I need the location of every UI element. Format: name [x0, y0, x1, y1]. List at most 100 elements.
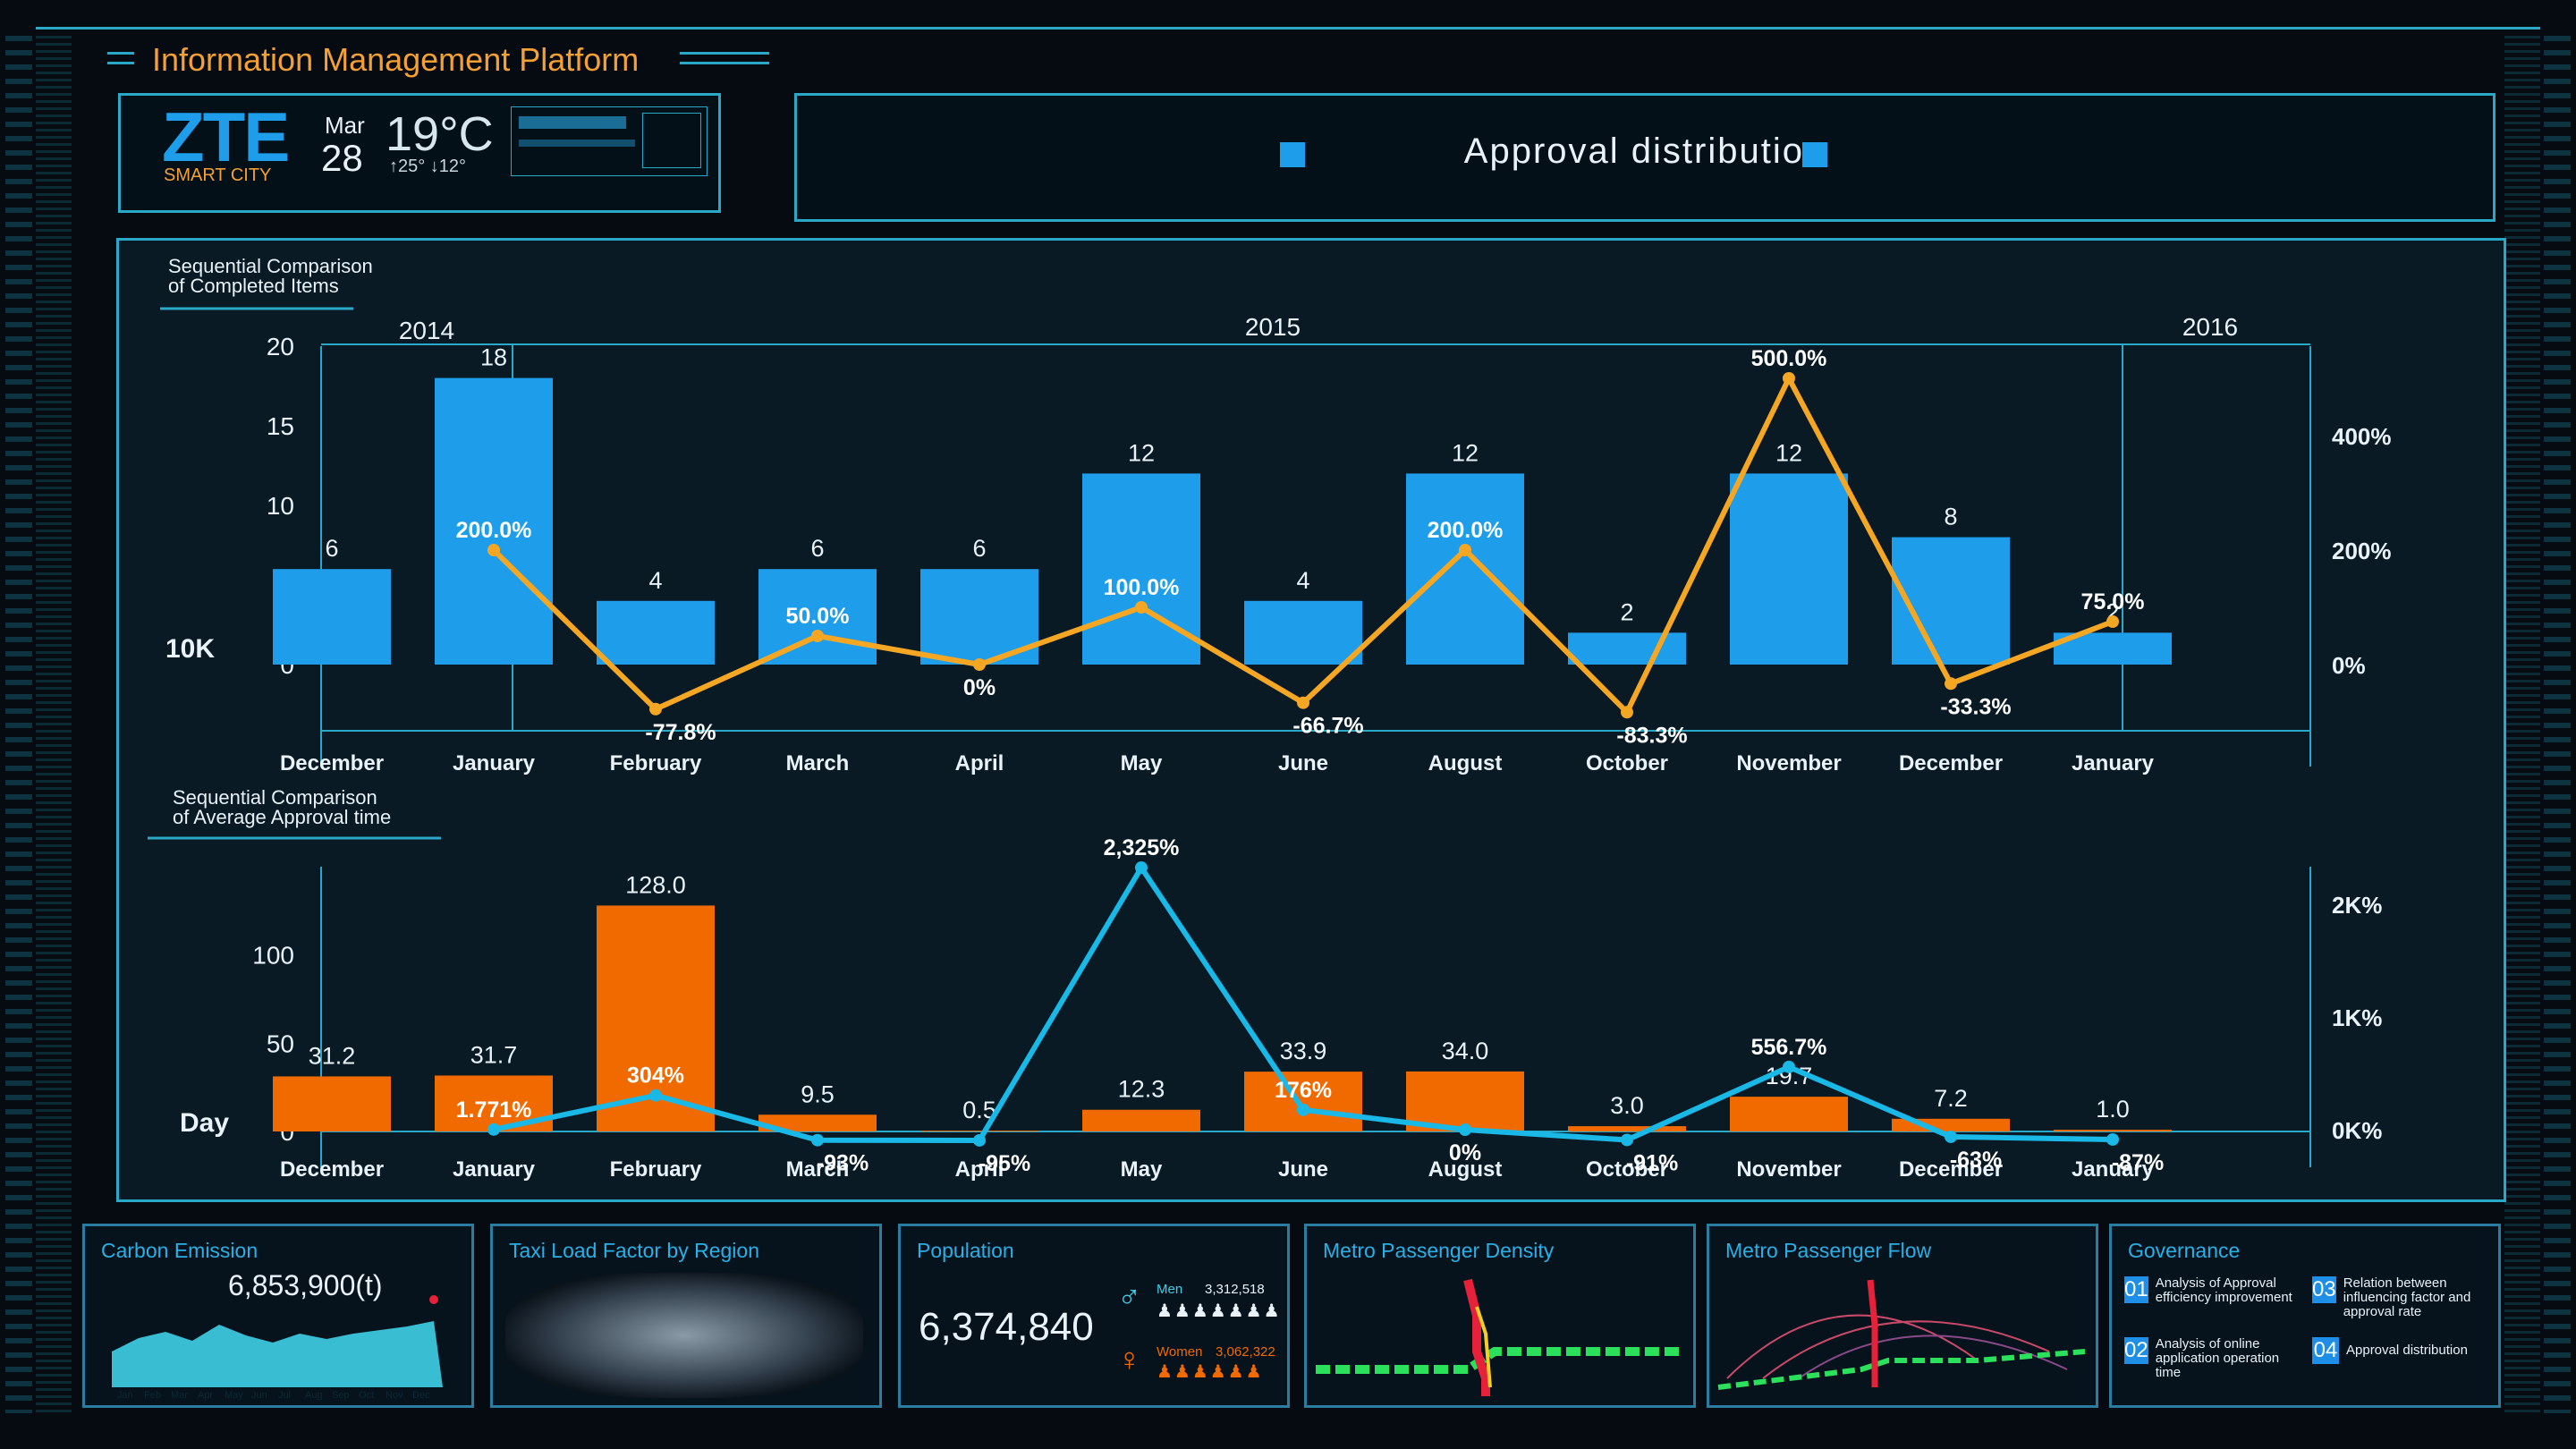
- top-unit-label: 10K: [165, 634, 215, 664]
- category-label: August: [1428, 751, 1503, 775]
- bar-value-label: 8: [1944, 504, 1957, 530]
- population-card[interactable]: Population 6,374,840 ♂ Men 3,312,518 ♟♟♟…: [898, 1224, 1290, 1408]
- category-label: February: [610, 751, 702, 775]
- carbon-month-label: Apr: [198, 1390, 213, 1401]
- bar: [1244, 600, 1362, 665]
- carbon-emission-card[interactable]: Carbon Emission 6,853,900(t) Jan Feb Mar Ap…: [82, 1224, 474, 1408]
- bottom-unit-label: Day: [180, 1108, 229, 1138]
- top-chart-title-1: Sequential Comparison: [168, 255, 373, 277]
- bar-value-label: 4: [1296, 567, 1309, 594]
- top-frame-line: [36, 27, 2540, 30]
- pct-label: 556.7%: [1751, 1035, 1827, 1060]
- pct-label: 100.0%: [1104, 575, 1180, 600]
- category-label: April: [955, 1157, 1004, 1182]
- pct-point: [1945, 1130, 1957, 1143]
- main-chart-panel: Sequential Comparison of Completed Items 1…: [116, 238, 2506, 1202]
- bar-value-label: 2: [1620, 598, 1633, 625]
- men-icon: ♂: [1117, 1278, 1141, 1315]
- pct-label: 0%: [963, 675, 996, 700]
- bar-value-label: 18: [480, 344, 507, 371]
- women-label: Women: [1157, 1344, 1203, 1360]
- y-tick-label: 20: [267, 333, 294, 360]
- pct-label: -93%: [817, 1151, 869, 1176]
- app-title: Information Management Platform: [152, 41, 640, 78]
- bar: [1730, 1097, 1848, 1131]
- pct-point: [2106, 615, 2119, 628]
- governance-num: 03: [2312, 1276, 2336, 1303]
- governance-card[interactable]: Governance 01 Analysis of Approval effic…: [2109, 1224, 2501, 1408]
- date-day: 28: [321, 137, 363, 179]
- taxi-title: Taxi Load Factor by Region: [509, 1239, 759, 1262]
- bar-value-label: 6: [972, 535, 986, 562]
- pct-label: 304%: [627, 1063, 684, 1089]
- carbon-month-label: Feb: [144, 1390, 161, 1401]
- bar-value-label: 9.5: [801, 1080, 835, 1107]
- taxi-map-image: [505, 1273, 863, 1398]
- category-label: May: [1121, 751, 1163, 775]
- taxi-load-card[interactable]: Taxi Load Factor by Region: [490, 1224, 882, 1408]
- men-label: Men: [1157, 1282, 1183, 1297]
- approval-header: Approval distribution: [794, 93, 2496, 222]
- city-info-box: ZTE SMART CITY Mar 28 19°C ↑25° ↓12°: [118, 93, 721, 213]
- bar-value-label: 12: [1452, 439, 1479, 466]
- pct-point: [1297, 1103, 1309, 1116]
- category-label: November: [1736, 751, 1841, 775]
- bar: [273, 1076, 391, 1131]
- category-label: November: [1736, 1157, 1841, 1182]
- right-edge-decoration-2: [2504, 36, 2540, 1413]
- women-value: 3,062,322: [1216, 1344, 1275, 1360]
- category-label: January: [453, 1157, 536, 1182]
- pct-point: [1621, 706, 1633, 719]
- governance-item-02[interactable]: 02 Analysis of online application operat…: [2124, 1337, 2303, 1380]
- mini-bar: [519, 116, 626, 129]
- metro-density-card[interactable]: Metro Passenger Density: [1304, 1224, 1696, 1408]
- men-value: 3,312,518: [1205, 1282, 1265, 1297]
- pct-point: [1783, 1060, 1795, 1073]
- category-label: October: [1586, 751, 1668, 775]
- pct-label: -95%: [979, 1151, 1030, 1176]
- category-label: March: [786, 1157, 850, 1182]
- carbon-month-label: Mar: [171, 1390, 188, 1401]
- governance-item-01[interactable]: 01 Analysis of Approval efficiency impro…: [2124, 1276, 2303, 1305]
- bar: [1730, 473, 1848, 665]
- category-label: January: [2072, 751, 2155, 775]
- metro-density-map: [1316, 1278, 1682, 1396]
- men-people-icons: ♟♟♟♟♟♟♟: [1157, 1301, 1282, 1321]
- mini-bar-2: [519, 140, 635, 147]
- title-deco-left: [107, 52, 134, 64]
- category-label: December: [1899, 1157, 2003, 1182]
- category-label: April: [955, 751, 1004, 775]
- bar-value-label: 12: [1128, 439, 1155, 466]
- bottom-chart-title-1: Sequential Comparison: [173, 786, 377, 809]
- pct-label: -33.3%: [1940, 694, 2011, 719]
- category-label: February: [610, 1157, 702, 1182]
- pct-label: -87%: [2112, 1150, 2164, 1175]
- pct-label: -63%: [1950, 1148, 2002, 1173]
- bar-value-label: 7.2: [1934, 1085, 1968, 1112]
- pct-label: 0%: [1449, 1140, 1481, 1165]
- pct-point: [1621, 1133, 1633, 1147]
- pct-point: [1135, 861, 1148, 875]
- y2-tick-label: 2K%: [2332, 892, 2382, 919]
- top-chart-title-2: of Completed Items: [168, 275, 339, 297]
- bar-value-label: 6: [810, 535, 824, 562]
- left-edge-decoration-2: [36, 36, 72, 1413]
- governance-text: Analysis of Approval efficiency improvem…: [2155, 1275, 2292, 1305]
- category-label: March: [786, 751, 850, 775]
- metro-flow-map: [1717, 1279, 2086, 1390]
- governance-num: 02: [2124, 1337, 2148, 1364]
- temperature: 19°C: [386, 107, 494, 161]
- date-month: Mar: [325, 112, 365, 139]
- category-label: January: [453, 751, 536, 775]
- governance-item-04[interactable]: 04 Approval distribution: [2312, 1337, 2491, 1364]
- bar-value-label: 33.9: [1280, 1038, 1327, 1064]
- pct-point: [487, 544, 500, 556]
- carbon-title: Carbon Emission: [101, 1239, 258, 1262]
- category-label: August: [1428, 1157, 1503, 1182]
- year-label: 2014: [399, 317, 454, 344]
- bar: [597, 600, 715, 665]
- metro-flow-card[interactable]: Metro Passenger Flow: [1707, 1224, 2098, 1408]
- governance-item-03[interactable]: 03 Relation between influencing factor a…: [2312, 1276, 2491, 1319]
